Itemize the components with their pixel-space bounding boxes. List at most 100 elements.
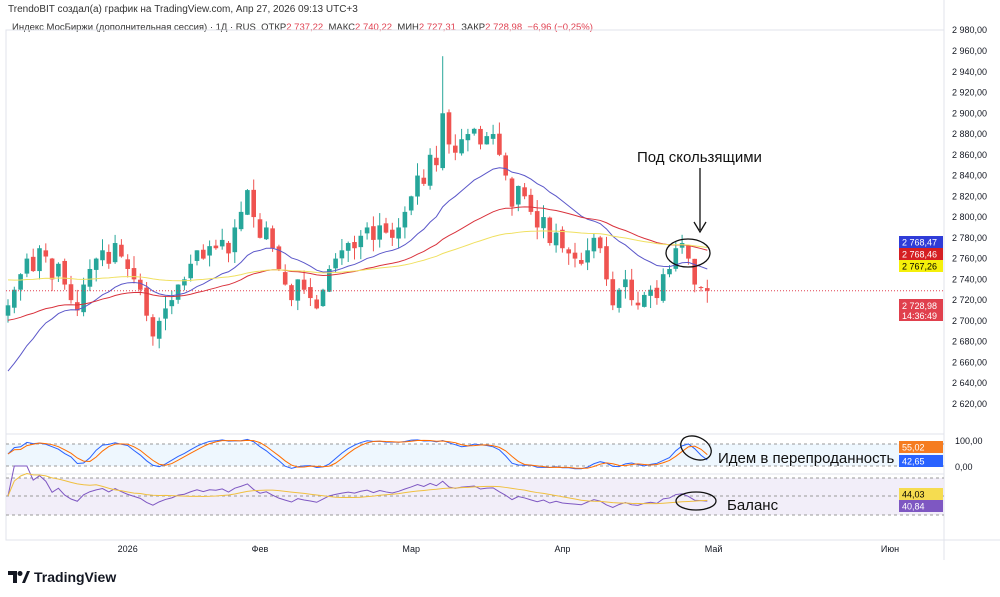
y-tick-label: 2 780,00 (952, 233, 987, 243)
y-tick-label: 2 880,00 (952, 129, 987, 139)
candle-body (106, 251, 112, 264)
y-tick-label: 2 620,00 (952, 399, 987, 409)
candle-body (642, 294, 647, 307)
candle-body (579, 259, 584, 264)
candle-body (478, 128, 483, 145)
candle-body (345, 243, 351, 251)
candle-body (75, 302, 80, 311)
candle-body (459, 139, 464, 154)
x-tick-label: Апр (554, 544, 570, 554)
candle-body (219, 239, 225, 247)
y-tick-label: 2 680,00 (952, 337, 987, 347)
candle-body (138, 279, 143, 290)
candle-body (314, 299, 319, 309)
candle-body (648, 289, 653, 296)
candle-body (364, 227, 370, 234)
candle-body (289, 285, 294, 301)
candle-body (516, 185, 521, 205)
candle-body (188, 263, 193, 279)
rsi-ma-badge-bg (899, 500, 943, 512)
candle-body (320, 289, 326, 307)
candle-body (238, 211, 244, 230)
moving-average-fast (7, 167, 708, 372)
candle-body (352, 242, 357, 249)
candle-body (667, 268, 672, 275)
annotation-circle (665, 238, 711, 268)
candle-body (5, 305, 11, 316)
candle-body (509, 178, 515, 207)
candle-body (547, 217, 553, 244)
candle-body (560, 229, 565, 249)
y-tick-label: 2 800,00 (952, 212, 987, 222)
stoch-d-badge-bg (899, 455, 943, 467)
y-tick-label: 2 660,00 (952, 357, 987, 367)
candle-body (276, 246, 282, 269)
rsi-badge-bg (899, 488, 943, 500)
candle-body (37, 248, 42, 272)
ma-slow-label: 2 767,26 (902, 262, 937, 272)
candle-body (396, 227, 401, 239)
candle-body (131, 268, 137, 280)
ma-slow-label-bg (899, 260, 943, 272)
chart-credit: TrendoBIT создал(а) график на TradingVie… (8, 4, 358, 15)
candle-body (81, 284, 86, 313)
y-tick-label: 2 740,00 (952, 274, 987, 284)
candle-body (301, 279, 307, 290)
symbol-name[interactable]: Индекс МосБиржи (дополнительная сессия) … (12, 22, 256, 33)
candle-body (264, 227, 269, 240)
x-tick-label: Май (705, 544, 723, 554)
x-tick-label: Июн (881, 544, 899, 554)
high-label: МАКС (328, 22, 356, 33)
stoch-d-badge: 42,65 (902, 457, 925, 467)
candle-body (484, 136, 490, 145)
y-tick-label: 2 980,00 (952, 25, 987, 35)
candle-body (87, 268, 93, 287)
annotation-ma: Под скользящими (637, 149, 762, 166)
y-tick-label: 2 640,00 (952, 378, 987, 388)
candle-body (604, 246, 609, 280)
candle-body (541, 217, 546, 229)
candle-body (534, 211, 540, 228)
candle-body (194, 250, 200, 261)
ma-mid-label: 2 768,46 (902, 250, 937, 260)
candle-body (169, 300, 175, 307)
ma-fast-label-bg (899, 236, 943, 248)
candle-body (440, 113, 445, 169)
y-tick-label: 2 840,00 (952, 171, 987, 181)
candle-body (408, 196, 414, 211)
candle-body (610, 279, 616, 306)
candle-body (270, 228, 275, 249)
x-tick-label: Мар (402, 544, 420, 554)
candle-body (698, 287, 704, 289)
stoch-k-line (7, 438, 708, 470)
y-tick-label: 2 860,00 (952, 150, 987, 160)
tradingview-logo[interactable]: TradingView (8, 569, 116, 585)
candle-body (119, 244, 124, 257)
candle-body (245, 190, 250, 215)
candle-body (390, 229, 395, 238)
candle-body (623, 279, 628, 288)
candle-body (232, 227, 238, 253)
candle-body (629, 279, 634, 301)
candle-body (497, 133, 502, 155)
y-tick-label: 2 900,00 (952, 108, 987, 118)
candle-body (585, 250, 590, 263)
candle-body (100, 250, 105, 261)
candle-body (371, 226, 376, 240)
candle-body (12, 289, 17, 308)
candle-body (453, 145, 458, 153)
rsi-badge: 44,03 (902, 490, 925, 500)
y-tick-label: 2 940,00 (952, 67, 987, 77)
candle-body (30, 256, 36, 272)
candle-body (434, 157, 439, 166)
candle-body (705, 288, 710, 291)
stoch-k-badge-bg (899, 441, 943, 453)
candle-body (553, 232, 559, 246)
candle-body (333, 258, 338, 269)
candle-body (182, 279, 187, 286)
candle-body (295, 279, 301, 301)
last-price-badge (899, 299, 943, 321)
candle-body (49, 258, 55, 280)
annotation-rsi: Баланс (727, 497, 779, 514)
